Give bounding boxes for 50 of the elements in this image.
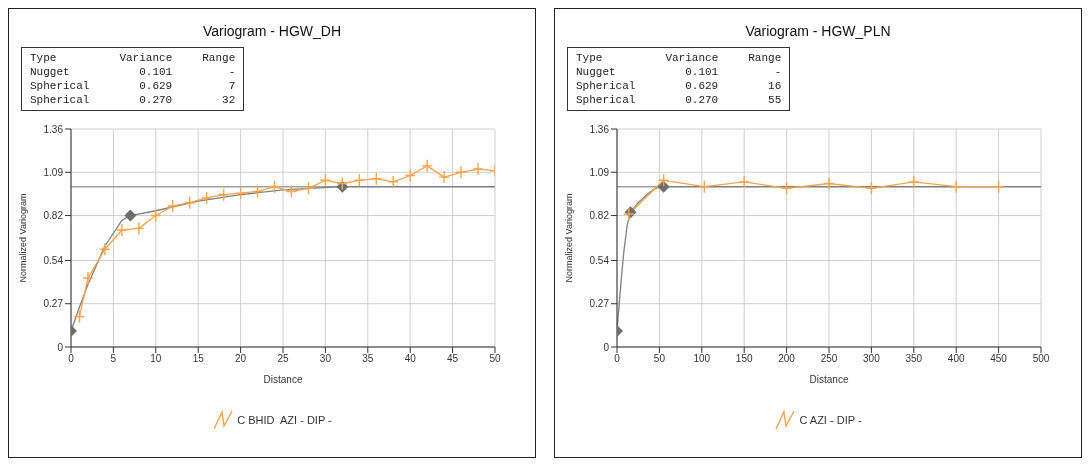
x-tick-label: 20 <box>235 353 247 365</box>
y-tick-label: 1.36 <box>589 123 610 135</box>
x-tick-label: 400 <box>947 353 965 365</box>
y-axis-title: Normalized Variogram <box>564 193 575 283</box>
text: Type Variance Range <box>576 52 782 64</box>
y-tick-label: 0.82 <box>589 210 610 222</box>
x-tick-label: 0 <box>614 353 621 365</box>
y-tick-label: 0.54 <box>43 254 64 266</box>
text: Nugget 0.101 - <box>30 66 236 78</box>
text: Spherical 0.270 32 <box>30 94 236 106</box>
x-tick-label: 40 <box>404 353 417 365</box>
chart-title: Variogram - HGW_PLN <box>744 23 892 39</box>
x-tick-label: 50 <box>489 353 501 365</box>
x-tick-label: 500 <box>1032 353 1050 365</box>
text: Type Variance Range <box>30 52 236 64</box>
x-tick-label: 0 <box>68 353 75 365</box>
x-tick-label: 25 <box>277 353 289 365</box>
x-tick-label: 150 <box>735 353 753 365</box>
legend-label: C AZI - DIP - <box>799 414 862 426</box>
y-tick-label: 1.09 <box>43 166 64 178</box>
x-axis-title: Distance <box>809 374 849 385</box>
y-tick-label: 1.36 <box>43 123 64 135</box>
x-tick-label: 45 <box>447 353 459 365</box>
y-tick-label: 0.27 <box>589 298 610 310</box>
x-tick-label: 15 <box>192 353 205 365</box>
x-tick-label: 10 <box>150 353 162 365</box>
text: Spherical 0.629 16 <box>576 80 782 92</box>
text: Spherical 0.629 7 <box>30 80 236 92</box>
y-axis-title: Normalized Variogram <box>18 193 29 283</box>
y-tick-label: 0 <box>603 341 610 353</box>
x-tick-label: 50 <box>653 353 666 365</box>
x-tick-label: 450 <box>990 353 1008 365</box>
x-tick-label: 100 <box>693 353 711 365</box>
y-tick-label: 0.82 <box>43 210 64 222</box>
x-tick-label: 250 <box>820 353 838 365</box>
x-tick-label: 350 <box>905 353 923 365</box>
legend-label: C BHID AZI - DIP - <box>237 414 332 426</box>
x-axis-title: Distance <box>263 374 303 385</box>
x-tick-label: 200 <box>778 353 796 365</box>
x-tick-label: 300 <box>863 353 881 365</box>
y-tick-label: 0 <box>57 341 64 353</box>
x-tick-label: 30 <box>319 353 332 365</box>
text: Spherical 0.270 55 <box>576 94 782 106</box>
y-tick-label: 0.54 <box>589 254 610 266</box>
y-tick-label: 1.09 <box>589 166 610 178</box>
text: Nugget 0.101 - <box>576 66 782 78</box>
x-tick-label: 5 <box>110 353 117 365</box>
y-tick-label: 0.27 <box>43 298 64 310</box>
chart-title: Variogram - HGW_DH <box>201 23 343 39</box>
x-tick-label: 35 <box>362 353 374 365</box>
